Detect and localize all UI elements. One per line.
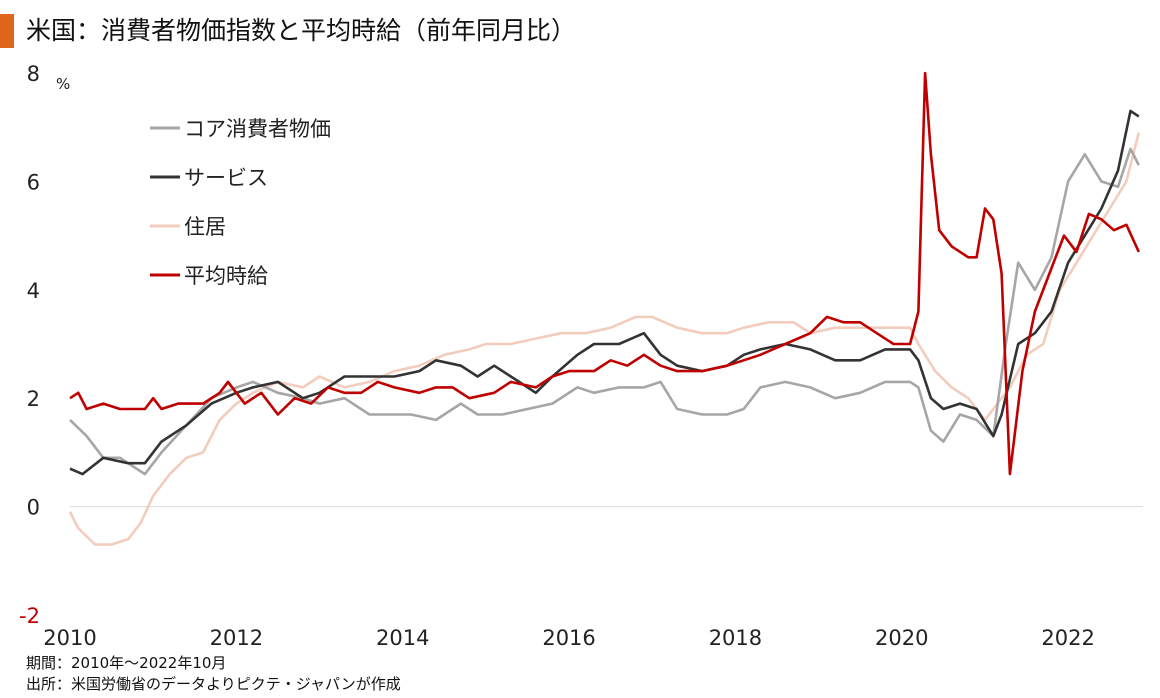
legend-label: 住居 (184, 215, 226, 239)
x-tick-label: 2020 (875, 626, 928, 650)
y-tick-label: 0 (27, 496, 40, 520)
y-tick-label: 4 (27, 279, 40, 303)
y-tick-label: -2 (19, 604, 40, 628)
y-unit-label: % (56, 75, 70, 93)
chart-series (68, 71, 1141, 546)
period-note: 期間：2010年～2022年10月 (26, 654, 227, 672)
legend-label: コア消費者物価 (184, 117, 331, 141)
legend-label: 平均時給 (184, 264, 268, 288)
x-tick-label: 2016 (542, 626, 595, 650)
y-tick-label: 8 (27, 62, 40, 86)
source-note: 出所：米国労働省のデータよりピクテ・ジャパンが作成 (26, 675, 401, 693)
series-line (69, 109, 1140, 476)
series-line (69, 71, 1140, 476)
x-tick-label: 2010 (43, 626, 96, 650)
x-tick-label: 2022 (1041, 626, 1094, 650)
series-line (69, 147, 1140, 476)
x-tick-label: 2012 (210, 626, 263, 650)
chart-title: 米国：消費者物価指数と平均時給（前年同月比） (26, 16, 577, 45)
y-tick-label: 2 (27, 387, 40, 411)
chart-axes: 8 6 4 2 0 -2% 2010 2012 2014 2016 2018 2020 2022 (19, 62, 1143, 650)
x-tick-label: 2014 (376, 626, 429, 650)
y-tick-label: 6 (27, 170, 40, 194)
x-tick-label: 2018 (709, 626, 762, 650)
series-line (68, 132, 1141, 546)
title-accent-bar (0, 14, 14, 48)
legend-label: サービス (184, 166, 268, 190)
